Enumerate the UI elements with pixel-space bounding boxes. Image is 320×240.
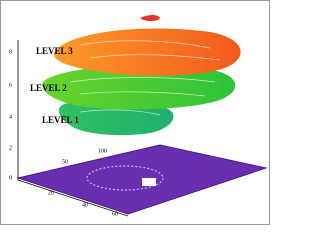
y-tick-label: 100 bbox=[98, 148, 107, 154]
peak bbox=[140, 15, 160, 21]
level-label: LEVEL 3 bbox=[36, 46, 73, 56]
x-axis bbox=[17, 179, 129, 217]
z-tick-label: 0 bbox=[9, 175, 12, 181]
surface-texture bbox=[69, 40, 221, 116]
base-spot bbox=[142, 178, 156, 186]
x-tick-label: 20 bbox=[48, 190, 54, 196]
base-contour bbox=[86, 165, 164, 191]
level-label: LEVEL 1 bbox=[42, 115, 79, 125]
z-tick-label: 2 bbox=[9, 145, 12, 151]
x-tick-label: 40 bbox=[82, 202, 88, 208]
z-tick-label: 8 bbox=[9, 49, 12, 55]
x-tick-label: 60 bbox=[112, 211, 118, 217]
level-label: LEVEL 2 bbox=[30, 83, 67, 93]
z-tick-label: 4 bbox=[9, 114, 12, 120]
y-tick-label: 50 bbox=[62, 159, 68, 165]
plot-3d: LEVEL 3 LEVEL 2 LEVEL 1 8 6 4 2 0 20 40 … bbox=[0, 0, 270, 225]
z-tick-label: 6 bbox=[9, 82, 12, 88]
level-1-surface bbox=[58, 100, 174, 136]
level-3-surface bbox=[53, 28, 241, 76]
level-2-surface bbox=[42, 65, 236, 110]
